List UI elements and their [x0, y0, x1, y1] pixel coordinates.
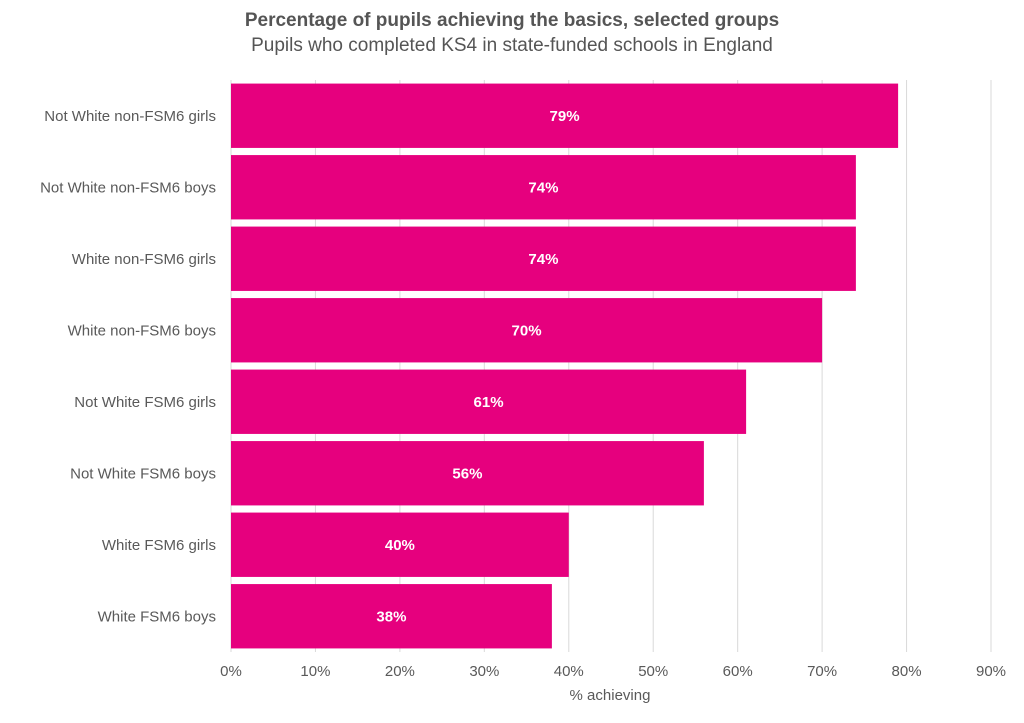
bar: [231, 441, 704, 506]
data-label: 61%: [474, 394, 504, 411]
x-tick-label: 80%: [892, 663, 922, 680]
bar: [231, 226, 856, 291]
x-tick-label: 20%: [385, 663, 415, 680]
category-label: White FSM6 boys: [98, 608, 216, 625]
category-label: White non-FSM6 boys: [68, 322, 216, 339]
chart-subtitle: Pupils who completed KS4 in state-funded…: [251, 35, 773, 56]
data-label: 79%: [550, 108, 580, 125]
x-tick-label: 30%: [469, 663, 499, 680]
x-tick-label: 40%: [554, 663, 584, 680]
category-label: Not White non-FSM6 girls: [44, 108, 216, 125]
category-label: White non-FSM6 girls: [72, 251, 216, 268]
data-label: 74%: [528, 179, 558, 196]
category-label: Not White FSM6 boys: [70, 465, 216, 482]
bars: 79% 74% 74% 70% 61% 56% 40% 38%: [231, 83, 899, 649]
x-tick-label: 90%: [976, 663, 1006, 680]
bar: [231, 298, 823, 363]
category-labels: Not White non-FSM6 girls Not White non-FS…: [40, 108, 216, 626]
data-label: 38%: [376, 608, 406, 625]
bar: [231, 155, 856, 220]
x-axis-title: % achieving: [570, 687, 651, 704]
chart-title: Percentage of pupils achieving the basic…: [244, 10, 780, 31]
x-tick-labels: 0% 10% 20% 30% 40% 50% 60% 70% 80% 90%: [220, 663, 1006, 680]
bar: [231, 512, 569, 577]
x-tick-label: 10%: [300, 663, 330, 680]
x-tick-label: 50%: [638, 663, 668, 680]
data-label: 74%: [528, 251, 558, 268]
data-label: 40%: [385, 537, 415, 554]
bar: [231, 369, 747, 434]
bar: [231, 584, 552, 649]
x-tick-label: 60%: [723, 663, 753, 680]
x-tick-label: 0%: [220, 663, 242, 680]
category-label: Not White FSM6 girls: [74, 394, 216, 411]
category-label: Not White non-FSM6 boys: [40, 179, 216, 196]
data-label: 70%: [512, 322, 542, 339]
data-label: 56%: [452, 465, 482, 482]
category-label: White FSM6 girls: [102, 537, 216, 554]
bar: [231, 83, 899, 148]
x-tick-label: 70%: [807, 663, 837, 680]
